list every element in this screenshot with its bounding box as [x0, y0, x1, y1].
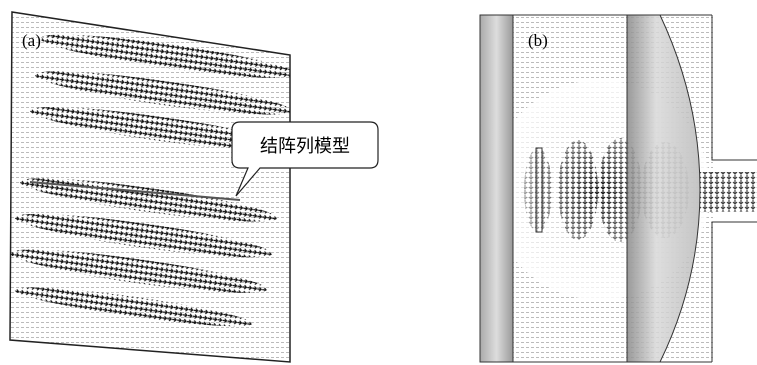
mirror: [480, 15, 513, 362]
panel-label: (a): [22, 31, 41, 50]
callout-text: 结阵列模型: [260, 136, 350, 157]
waveguide-field: [700, 172, 757, 212]
panel-a: 结阵列模型 (a): [3, 0, 378, 362]
figure: 结阵列模型 (a) (b): [0, 0, 757, 365]
panel-label: (b): [528, 31, 548, 50]
panel-b: (b): [480, 15, 757, 362]
